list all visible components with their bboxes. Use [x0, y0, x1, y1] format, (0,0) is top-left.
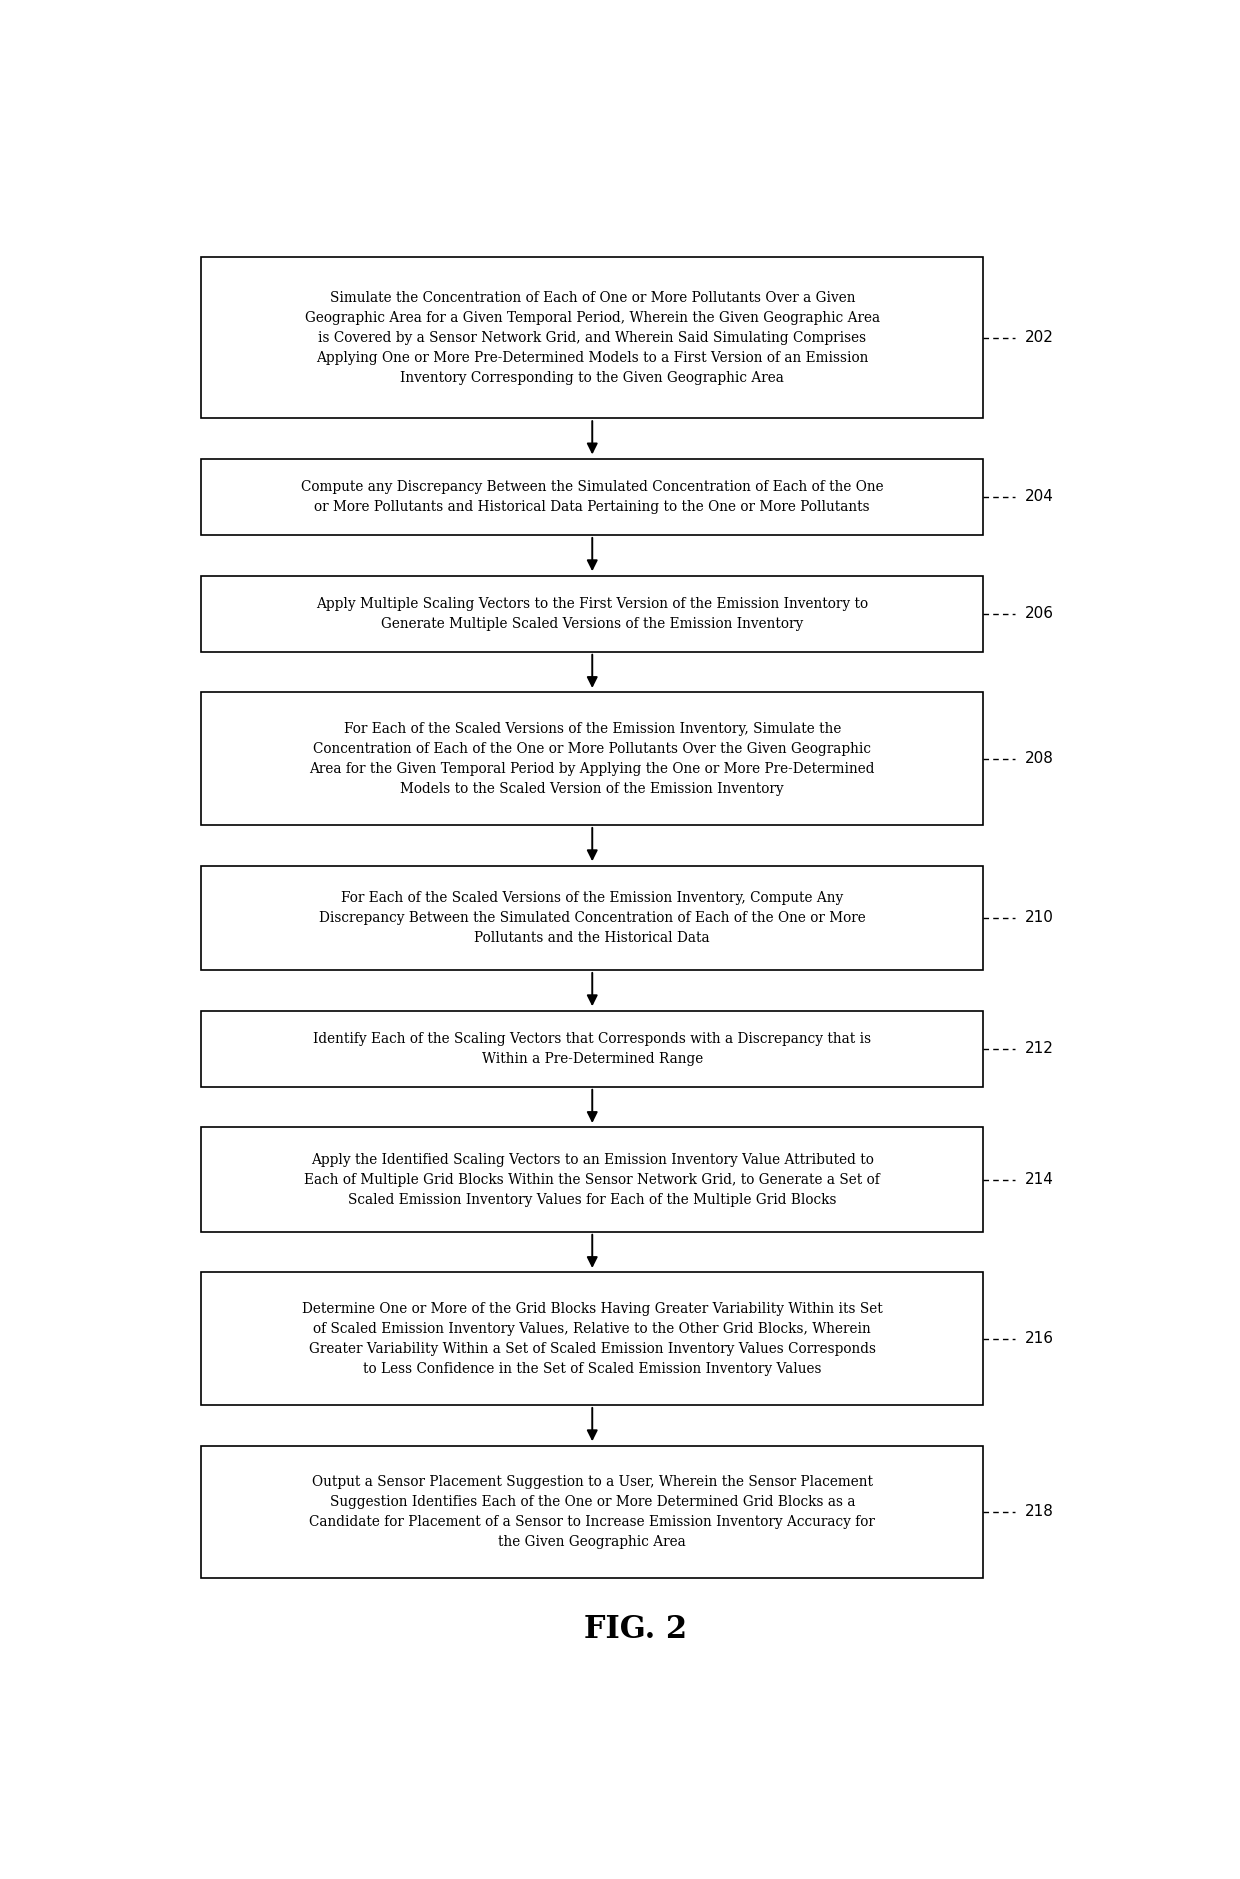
Bar — [201, 1445, 983, 1578]
Text: Apply Multiple Scaling Vectors to the First Version of the Emission Inventory to: Apply Multiple Scaling Vectors to the Fi… — [316, 598, 868, 631]
Bar — [201, 257, 983, 419]
Text: 206: 206 — [1024, 607, 1054, 622]
Text: Apply the Identified Scaling Vectors to an Emission Inventory Value Attributed t: Apply the Identified Scaling Vectors to … — [304, 1152, 880, 1206]
Bar — [201, 866, 983, 970]
Text: Determine One or More of the Grid Blocks Having Greater Variability Within its S: Determine One or More of the Grid Blocks… — [301, 1302, 883, 1375]
Text: For Each of the Scaled Versions of the Emission Inventory, Compute Any
Discrepan: For Each of the Scaled Versions of the E… — [319, 891, 866, 945]
Text: 204: 204 — [1024, 489, 1054, 504]
Text: Output a Sensor Placement Suggestion to a User, Wherein the Sensor Placement
Sug: Output a Sensor Placement Suggestion to … — [309, 1475, 875, 1548]
Text: Simulate the Concentration of Each of One or More Pollutants Over a Given
Geogra: Simulate the Concentration of Each of On… — [305, 291, 880, 385]
Text: 216: 216 — [1024, 1330, 1054, 1345]
Bar — [201, 1011, 983, 1086]
Text: Compute any Discrepancy Between the Simulated Concentration of Each of the One
o: Compute any Discrepancy Between the Simu… — [301, 479, 884, 513]
Bar — [201, 458, 983, 536]
Bar — [201, 575, 983, 652]
Bar — [201, 1127, 983, 1233]
Text: 214: 214 — [1024, 1172, 1054, 1188]
Bar — [201, 1272, 983, 1405]
Text: 212: 212 — [1024, 1041, 1054, 1056]
Text: 202: 202 — [1024, 331, 1054, 346]
Bar — [201, 691, 983, 825]
Text: 208: 208 — [1024, 752, 1054, 767]
Text: 210: 210 — [1024, 909, 1054, 924]
Text: For Each of the Scaled Versions of the Emission Inventory, Simulate the
Concentr: For Each of the Scaled Versions of the E… — [310, 722, 875, 795]
Text: Identify Each of the Scaling Vectors that Corresponds with a Discrepancy that is: Identify Each of the Scaling Vectors tha… — [314, 1032, 872, 1065]
Text: 218: 218 — [1024, 1505, 1054, 1520]
Text: FIG. 2: FIG. 2 — [584, 1614, 687, 1646]
